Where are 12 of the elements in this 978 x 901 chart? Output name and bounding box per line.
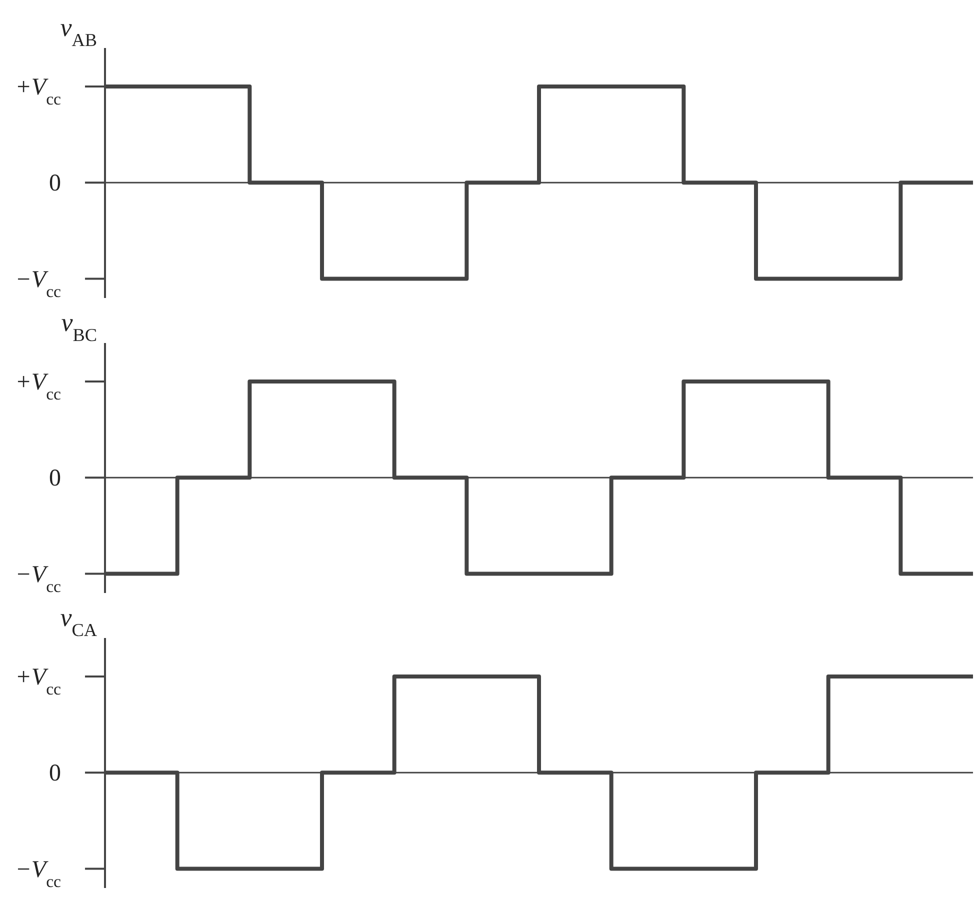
text: −V$_{cc}$: [15, 562, 61, 596]
text: 0: [49, 466, 61, 492]
text: 0: [49, 170, 61, 197]
y-axis-title: v$_{CA}$: [60, 603, 97, 640]
text: −V$_{cc}$: [15, 266, 61, 300]
text: +V$_{cc}$: [15, 74, 61, 108]
text: +V$_{cc}$: [15, 664, 61, 698]
y-axis-title: v$_{BC}$: [61, 308, 97, 345]
y-axis-title: v$_{AB}$: [60, 13, 97, 50]
text: −V$_{cc}$: [15, 856, 61, 890]
text: +V$_{cc}$: [15, 369, 61, 403]
text: 0: [49, 760, 61, 787]
